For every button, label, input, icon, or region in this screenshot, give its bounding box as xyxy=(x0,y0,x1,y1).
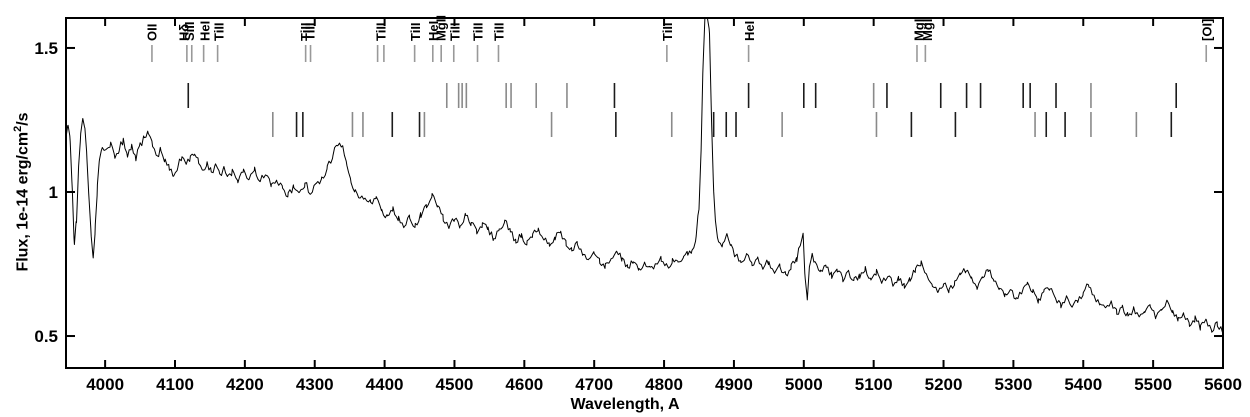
x-tick-label: 4000 xyxy=(86,375,124,394)
plot-frame xyxy=(65,17,1224,369)
x-tick-label: 5400 xyxy=(1064,375,1102,394)
x-tick-label: 4600 xyxy=(505,375,543,394)
spectral-line-label: TiII xyxy=(302,22,317,41)
x-tick-label: 4900 xyxy=(715,375,753,394)
x-tick-label: 5600 xyxy=(1204,375,1242,394)
x-tick-label: 4700 xyxy=(575,375,613,394)
spectral-line-label: MgI xyxy=(920,19,935,41)
spectral-line-label: [OI] xyxy=(1199,19,1214,41)
y-tick-label: 1 xyxy=(49,183,58,202)
spectrum-trace xyxy=(65,17,1224,334)
spectral-line-label: SiII xyxy=(182,21,197,41)
spectral-line-label: HeI xyxy=(426,21,441,41)
x-tick-label: 4800 xyxy=(645,375,683,394)
x-tick-label: 5200 xyxy=(925,375,963,394)
spectral-line-label: TiII xyxy=(448,22,463,41)
y-axis-title-superscript: 2 xyxy=(12,125,24,132)
spectral-line-label: OII xyxy=(144,24,159,41)
spectral-line-label: HeI xyxy=(742,21,757,41)
x-tick-label: 4200 xyxy=(226,375,264,394)
spectral-line-label: MgI xyxy=(912,19,927,41)
spectral-line-label: TiII xyxy=(660,22,675,41)
x-tick-label: 5000 xyxy=(785,375,823,394)
x-tick-label: 5100 xyxy=(855,375,893,394)
y-axis-title: Flux, 1e-14 erg/cm2/s xyxy=(12,92,36,292)
spectral-line-label: TiII xyxy=(408,22,423,41)
spectral-line-label: MgII xyxy=(434,15,449,41)
spectral-line-label: HeI xyxy=(198,21,213,41)
x-tick-label: 4400 xyxy=(366,375,404,394)
spectral-line-label: TiII xyxy=(492,22,507,41)
x-tick-label: 5500 xyxy=(1134,375,1172,394)
x-tick-label: 4100 xyxy=(156,375,194,394)
spectral-line-label: TiII xyxy=(212,22,227,41)
spectral-line-label: TiII xyxy=(298,22,313,41)
x-tick-label: 4500 xyxy=(436,375,474,394)
x-tick-label: 5300 xyxy=(994,375,1032,394)
spectral-line-label: TiII xyxy=(374,22,389,41)
y-tick-label: 1.5 xyxy=(34,39,58,58)
y-axis-title-suffix: /s xyxy=(14,112,32,126)
y-tick-label: 0.5 xyxy=(34,327,58,346)
x-axis-title: Wavelength, A xyxy=(570,396,680,413)
spectral-line-label: Hδ xyxy=(177,24,192,41)
spectral-line-label: TiII xyxy=(471,22,486,41)
x-tick-label: 4300 xyxy=(296,375,334,394)
y-axis-title-text: Flux, 1e-14 erg/cm xyxy=(14,131,32,272)
